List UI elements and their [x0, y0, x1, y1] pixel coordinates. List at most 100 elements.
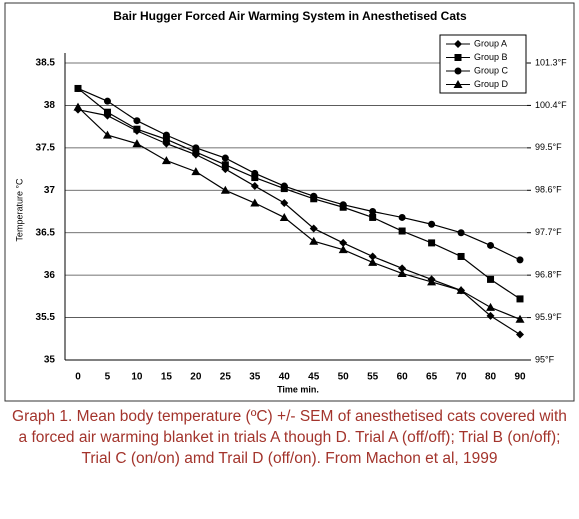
y2-tick-label: 101.3°F [535, 57, 567, 67]
marker [515, 314, 525, 323]
y-tick-label: 38 [44, 100, 56, 111]
x-tick-label: 10 [131, 372, 143, 383]
legend-box [439, 34, 527, 94]
chart: Bair Hugger Forced Air Warming System in… [4, 2, 575, 402]
marker [486, 302, 496, 311]
marker [133, 125, 141, 133]
x-tick-label: 35 [249, 372, 261, 383]
x-tick-label: 60 [397, 372, 409, 383]
caption: Graph 1. Mean body temperature (ºC) +/- … [12, 408, 567, 467]
marker [161, 156, 171, 165]
marker [454, 54, 462, 61]
marker [453, 80, 463, 88]
marker [398, 213, 406, 221]
legend-label: Group B [474, 52, 508, 62]
y-tick-label: 35 [44, 355, 56, 366]
x-tick-label: 50 [338, 372, 350, 383]
x-tick-label: 80 [485, 372, 497, 383]
marker [192, 144, 200, 152]
x-tick-label: 90 [514, 372, 526, 383]
marker [427, 277, 437, 286]
y2-tick-label: 96.8°F [535, 270, 562, 280]
marker [369, 208, 377, 215]
marker [368, 252, 377, 261]
marker [457, 229, 465, 237]
marker [309, 236, 319, 245]
x-tick-label: 15 [161, 372, 173, 383]
y-axis-label: Temperature °C [14, 178, 24, 242]
marker [338, 245, 348, 254]
marker [162, 131, 170, 139]
series-line [77, 87, 521, 300]
y-tick-label: 38.5 [36, 58, 56, 69]
x-axis-label: Time min. [277, 384, 319, 394]
marker [398, 264, 407, 273]
marker [250, 198, 260, 207]
legend-label: Group C [474, 65, 509, 75]
y-tick-label: 36 [44, 270, 56, 281]
marker [454, 67, 462, 75]
y-tick-label: 37 [44, 185, 56, 196]
y2-tick-label: 98.6°F [535, 185, 562, 195]
marker [132, 139, 142, 148]
marker [398, 227, 406, 235]
marker [103, 97, 111, 105]
y-tick-label: 37.5 [36, 142, 56, 153]
marker [309, 224, 318, 233]
legend-label: Group D [474, 79, 509, 89]
marker [487, 241, 495, 249]
series-line [77, 109, 521, 336]
marker [456, 285, 466, 294]
marker [279, 212, 289, 221]
marker [339, 238, 348, 247]
x-tick-label: 55 [367, 372, 379, 383]
y-tick-label: 35.5 [36, 312, 56, 323]
y2-tick-label: 95°F [535, 354, 555, 364]
marker [397, 268, 407, 277]
x-tick-label: 5 [105, 372, 111, 383]
marker [191, 167, 201, 176]
marker [251, 174, 259, 182]
series-line [77, 106, 521, 320]
x-tick-label: 40 [279, 372, 291, 383]
marker [428, 239, 436, 247]
marker [310, 192, 318, 200]
y2-tick-label: 99.5°F [535, 142, 562, 152]
marker [280, 199, 289, 208]
marker [250, 182, 259, 191]
marker [454, 40, 462, 48]
marker [280, 182, 288, 190]
marker [73, 102, 83, 111]
marker [220, 185, 230, 194]
marker [516, 256, 524, 264]
legend-label: Group A [474, 38, 507, 48]
marker [339, 201, 347, 209]
y-tick-label: 36.5 [36, 227, 56, 238]
marker [102, 130, 112, 139]
marker [251, 169, 259, 177]
marker [368, 257, 378, 266]
marker [103, 108, 111, 116]
x-tick-label: 70 [456, 372, 468, 383]
y2-tick-label: 95.9°F [535, 312, 562, 322]
y2-tick-label: 97.7°F [535, 227, 562, 237]
marker [369, 213, 377, 221]
x-tick-label: 0 [75, 372, 81, 383]
marker [457, 252, 465, 260]
marker [516, 295, 524, 303]
chart-frame [4, 2, 575, 402]
x-tick-label: 45 [308, 372, 320, 383]
series-line [77, 87, 521, 261]
chart-title: Bair Hugger Forced Air Warming System in… [113, 9, 467, 23]
marker [221, 161, 229, 169]
marker [428, 220, 436, 228]
marker [487, 275, 495, 283]
marker [162, 135, 170, 143]
marker [221, 154, 229, 162]
marker [133, 117, 141, 125]
x-tick-label: 65 [426, 372, 438, 383]
marker [74, 84, 82, 92]
y2-tick-label: 100.4°F [535, 100, 567, 110]
marker [516, 330, 524, 339]
